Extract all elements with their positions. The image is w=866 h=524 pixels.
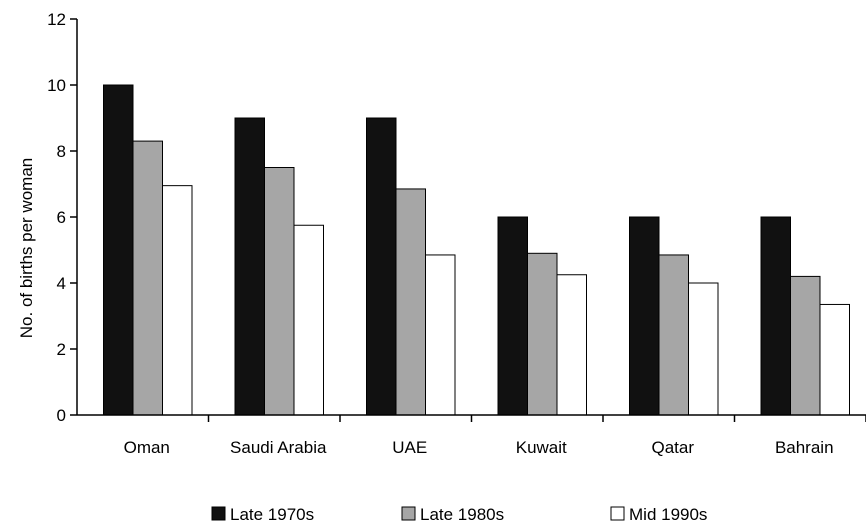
bar-qatar-late-1970s <box>629 216 660 416</box>
y-tick-label: 4 <box>57 274 66 293</box>
y-tick-label: 0 <box>57 406 66 425</box>
bar-oman-mid-1990s <box>162 185 193 416</box>
bar-oman-late-1970s <box>103 84 134 416</box>
bar-uae-mid-1990s <box>425 254 456 416</box>
category-label: Oman <box>124 438 170 457</box>
bar-bahrain-late-1970s <box>760 216 791 416</box>
y-tick-label: 6 <box>57 208 66 227</box>
bar-uae-late-1980s <box>395 188 426 416</box>
y-tick-label: 2 <box>57 340 66 359</box>
legend-label: Late 1970s <box>230 505 314 524</box>
legend-label: Mid 1990s <box>629 505 707 524</box>
category-label: UAE <box>392 438 427 457</box>
category-label: Bahrain <box>775 438 834 457</box>
bar-uae-late-1970s <box>366 117 397 416</box>
bar-kuwait-late-1980s <box>527 252 558 416</box>
bar-kuwait-late-1970s <box>497 216 528 416</box>
legend-swatch <box>610 506 625 521</box>
bar-bahrain-mid-1990s <box>819 303 850 416</box>
y-tick-label: 8 <box>57 142 66 161</box>
bars-group <box>103 84 850 416</box>
y-tick-label: 12 <box>47 10 66 29</box>
bar-kuwait-mid-1990s <box>556 274 587 416</box>
x-axis: Oman Saudi Arabia UAE Kuwait Qatar Bahrain <box>124 415 866 457</box>
legend-swatch <box>211 506 226 521</box>
y-tick-label: 10 <box>47 76 66 95</box>
category-label: Qatar <box>651 438 694 457</box>
bar-qatar-mid-1990s <box>688 282 719 416</box>
y-axis-title: No. of births per woman <box>17 158 36 338</box>
bar-qatar-late-1980s <box>658 254 689 416</box>
bar-oman-late-1980s <box>132 140 163 416</box>
y-axis: 0 2 4 6 8 10 12 <box>47 10 77 425</box>
category-label: Saudi Arabia <box>230 438 327 457</box>
bar-bahrain-late-1980s <box>790 275 821 416</box>
bar-saudi-arabia-mid-1990s <box>293 224 324 416</box>
legend-label: Late 1980s <box>420 505 504 524</box>
bar-saudi-arabia-late-1970s <box>234 117 265 416</box>
category-label: Kuwait <box>516 438 567 457</box>
bar-saudi-arabia-late-1980s <box>264 167 295 416</box>
legend: Late 1970s Late 1980s Mid 1990s <box>211 505 707 524</box>
legend-swatch <box>401 506 416 521</box>
